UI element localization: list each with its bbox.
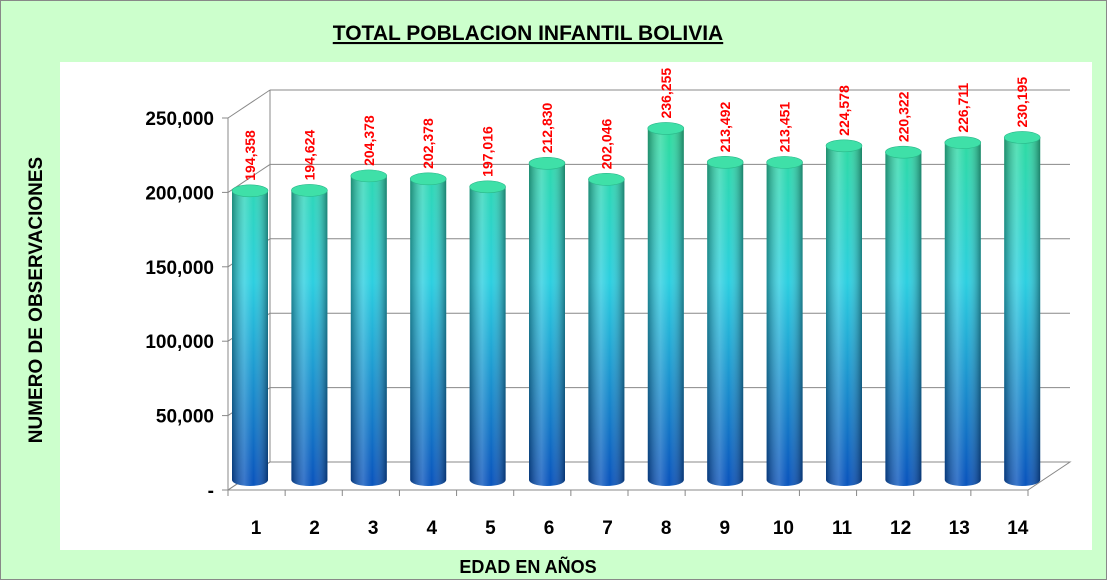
data-label: 224,578 <box>836 85 852 136</box>
bar-part <box>528 157 566 170</box>
bar-part <box>944 136 982 149</box>
bar-part <box>588 173 625 186</box>
bar-part <box>885 145 922 159</box>
bar <box>409 172 447 486</box>
x-tick-label: 14 <box>1007 518 1029 539</box>
y-tick-label: 50,000 <box>156 407 214 428</box>
bar-part <box>232 190 268 487</box>
x-tick-label: 3 <box>368 518 379 539</box>
bar-part <box>409 172 447 186</box>
bar <box>706 156 744 486</box>
bar-part <box>469 186 506 486</box>
bar-part <box>647 122 685 135</box>
bar-part <box>350 169 388 183</box>
bar-part <box>766 156 803 169</box>
x-tick-label: 6 <box>544 518 555 539</box>
bar-part <box>647 128 684 486</box>
data-label: 220,322 <box>895 91 911 142</box>
bar-part <box>1004 137 1041 486</box>
bar-part <box>1003 131 1041 144</box>
bar <box>944 136 982 486</box>
x-tick-label: 5 <box>485 518 496 539</box>
bar-part <box>706 156 744 169</box>
y-tick-label: 250,000 <box>145 109 214 130</box>
data-label: 194,624 <box>301 130 317 181</box>
data-label: 194,358 <box>242 130 258 181</box>
bar-part <box>944 142 981 486</box>
grid-line <box>227 89 271 119</box>
bar-part <box>410 178 447 486</box>
x-tick-label: 9 <box>720 518 731 539</box>
data-label: 202,046 <box>598 119 614 170</box>
bar <box>825 139 863 486</box>
x-tick-label: 13 <box>949 518 970 539</box>
data-label: 213,451 <box>777 102 793 153</box>
bar <box>469 180 506 486</box>
data-label: 197,016 <box>480 126 496 177</box>
data-label: 204,378 <box>361 115 377 166</box>
data-label: 212,830 <box>539 102 555 153</box>
bar <box>291 184 328 487</box>
x-tick-label: 2 <box>309 518 320 539</box>
bar-part <box>826 145 862 486</box>
bar <box>766 156 803 486</box>
y-tick-label: 100,000 <box>145 332 214 353</box>
bar-part <box>231 184 269 198</box>
bar <box>1003 131 1041 486</box>
bar-part <box>469 180 506 194</box>
bar-part <box>350 175 387 486</box>
x-tick-label: 12 <box>890 518 911 539</box>
bar <box>647 122 685 486</box>
bar-part <box>885 152 922 486</box>
chart-title: TOTAL POBLACION INFANTIL BOLIVIA <box>333 22 723 45</box>
x-axis-label: EDAD EN AÑOS <box>459 556 596 577</box>
data-label: 230,195 <box>1014 77 1030 128</box>
data-label: 213,492 <box>717 102 733 153</box>
bar-part <box>825 139 863 153</box>
x-tick-label: 4 <box>427 518 438 539</box>
bar-part <box>291 190 328 487</box>
bar <box>350 169 388 486</box>
data-label: 202,378 <box>420 118 436 169</box>
y-axis-label: NUMERO DE OBSERVACIONES <box>26 157 47 443</box>
x-tick-label: 7 <box>602 518 613 539</box>
plot-area <box>60 62 1092 550</box>
y-tick-label: 200,000 <box>145 183 214 204</box>
bar-part <box>766 162 803 486</box>
bar <box>528 157 566 486</box>
bar-part <box>291 184 328 197</box>
bar <box>588 173 625 487</box>
bar <box>231 184 269 487</box>
bar-part <box>588 179 625 487</box>
y-tick-label: 150,000 <box>145 258 214 279</box>
x-tick-label: 11 <box>832 518 853 539</box>
data-label: 226,711 <box>955 83 971 133</box>
bar-part <box>707 162 744 486</box>
bar <box>885 145 922 486</box>
data-label: 236,255 <box>658 68 674 119</box>
x-tick-label: 8 <box>661 518 672 539</box>
x-tick-label: 10 <box>773 518 794 539</box>
bar-part <box>529 163 565 486</box>
y-tick-label: - <box>208 481 214 502</box>
x-tick-label: 1 <box>251 518 262 539</box>
